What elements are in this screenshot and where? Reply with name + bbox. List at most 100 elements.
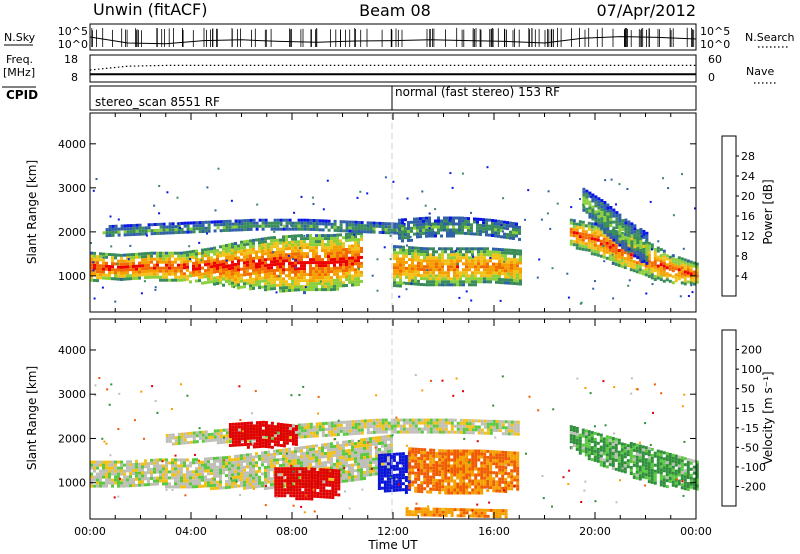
power-cell [318,222,322,226]
power-cell [519,252,522,256]
power-cell [222,247,225,251]
power-cell [282,250,285,254]
power-cell [225,225,229,229]
power-cell [600,205,604,209]
power-cell [578,232,582,236]
power-cell [407,221,410,224]
power-cell [653,263,657,266]
power-cell [93,254,96,258]
velocity-cell [210,484,213,488]
power-cell [255,256,258,260]
power-cell [129,256,132,260]
velocity-cell [243,437,247,440]
velocity-cell [411,427,415,431]
velocity-cell [328,471,332,475]
power-cell [243,243,246,247]
velocity-cell [357,471,360,475]
velocity-cell [289,467,293,471]
power-cell [405,248,408,252]
velocity-cell [366,443,369,447]
power-cell [345,226,349,230]
velocity-cell [453,424,457,428]
power-cell [671,260,675,264]
power-cell [264,288,267,292]
power-cell [297,224,301,228]
velocity-cell [189,440,193,444]
velocity-cell [456,430,460,434]
power-cell [596,226,600,230]
power-cell [614,251,618,254]
power-cell [144,264,147,268]
velocity-cell [432,424,436,428]
power-cell [623,251,627,255]
power-cell [662,255,666,259]
velocity-cell [330,427,334,431]
velocity-cell [282,454,285,458]
velocity-cell [414,430,418,434]
power-cell [342,263,345,267]
velocity-cell [276,473,279,477]
power-cell [270,278,273,282]
power-cell [234,219,238,223]
power-cell [600,223,604,227]
velocity-cell [228,476,231,480]
power-cell [174,228,178,232]
velocity-cell [168,476,171,480]
power-cell [647,259,651,263]
power-cell [452,234,455,238]
power-cell [497,225,500,229]
velocity-cell [501,426,505,430]
velocity-cell [354,478,357,482]
velocity-cell [234,422,238,426]
power-cell [216,264,219,267]
velocity-cell [486,419,490,423]
velocity-cell [309,460,312,464]
power-cell [629,253,633,257]
velocity-cell [360,419,364,423]
power-cell [438,265,441,269]
power-cell [642,235,646,239]
velocity-cell [366,431,370,435]
velocity-cell [456,421,460,425]
velocity-cell [159,479,162,483]
velocity-cell [267,471,270,475]
velocity-cell [165,479,168,483]
velocity-cell [319,483,323,487]
velocity-cell [507,420,511,424]
velocity-cell [240,478,243,482]
power-cell [401,221,404,225]
velocity-cell [156,464,159,468]
power-cell [252,241,255,245]
power-cell [515,234,518,238]
velocity-cell [117,475,120,479]
power-cell [447,274,450,278]
power-cell [336,254,339,258]
power-cell [294,234,297,238]
power-cell [638,262,642,266]
power-cell [423,274,426,278]
velocity-cell [219,459,222,463]
power-cell [276,244,279,248]
power-cell [656,270,660,274]
power-cell [633,239,637,243]
velocity-cell [270,480,273,484]
velocity-cell [300,449,303,453]
velocity-cell [207,457,210,461]
power-cell [321,273,324,277]
power-cell [585,201,589,205]
velocity-cell [264,466,267,469]
velocity-cell [225,486,228,490]
velocity-cell [279,473,282,476]
power-cell [111,262,114,266]
power-speck [566,272,569,275]
velocity-cell [204,463,207,467]
power-cell [459,253,462,257]
velocity-cell [234,478,237,482]
velocity-cell [366,458,369,462]
velocity-cell [297,461,300,465]
power-cell [234,278,237,281]
power-cell [600,217,604,221]
power-cell [662,270,666,274]
velocity-cell [366,455,369,459]
velocity-cell [414,424,418,428]
